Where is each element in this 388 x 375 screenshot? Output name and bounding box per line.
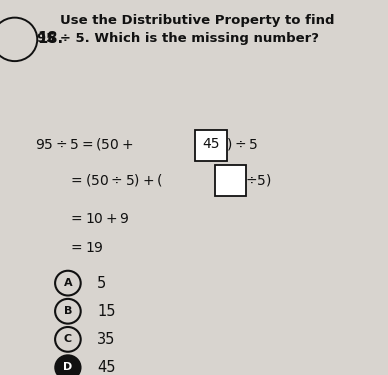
FancyBboxPatch shape: [195, 130, 227, 160]
Text: B: B: [64, 306, 72, 316]
Text: A: A: [64, 278, 72, 288]
Text: C: C: [64, 334, 72, 344]
Text: $) \div 5$: $) \div 5$: [226, 136, 258, 152]
Text: 45: 45: [202, 137, 220, 152]
Text: 5: 5: [97, 276, 106, 291]
Text: $95 \div 5 = (50 +$: $95 \div 5 = (50 +$: [35, 136, 133, 152]
Text: $= 19$: $= 19$: [68, 240, 104, 255]
Text: D: D: [63, 363, 73, 372]
Text: $= (50 \div 5) + ($: $= (50 \div 5) + ($: [68, 172, 163, 188]
Text: 45: 45: [97, 360, 116, 375]
Text: 35: 35: [97, 332, 115, 347]
Text: 15: 15: [97, 304, 116, 319]
Text: 18.: 18.: [37, 31, 63, 46]
Text: $\div 5)$: $\div 5)$: [245, 172, 272, 188]
Text: $= 10 + 9$: $= 10 + 9$: [68, 212, 130, 226]
Circle shape: [55, 355, 81, 375]
Text: 95 ÷ 5. Which is the missing number?: 95 ÷ 5. Which is the missing number?: [37, 32, 319, 45]
FancyBboxPatch shape: [215, 165, 246, 196]
Text: Use the Distributive Property to find: Use the Distributive Property to find: [60, 14, 334, 27]
